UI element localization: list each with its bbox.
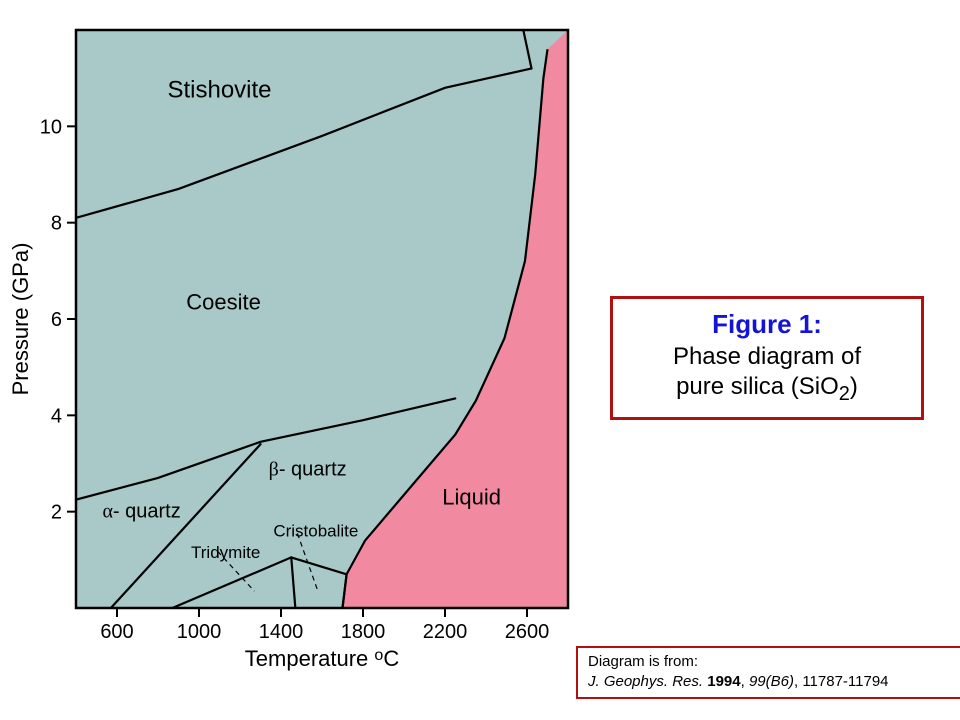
source-citation: J. Geophys. Res. 1994, 99(B6), 11787-117… [588, 672, 952, 692]
svg-text:6: 6 [51, 309, 62, 331]
figure-subtitle: Phase diagram of pure silica (SiO2) [627, 342, 907, 407]
svg-text:10: 10 [40, 116, 62, 138]
svg-text:Cristobalite: Cristobalite [273, 522, 358, 541]
svg-text:2200: 2200 [423, 621, 468, 643]
svg-text:1800: 1800 [341, 621, 386, 643]
svg-text:2600: 2600 [505, 621, 550, 643]
svg-text:8: 8 [51, 213, 62, 235]
source-box: Diagram is from: J. Geophys. Res. 1994, … [576, 646, 960, 699]
svg-text:600: 600 [100, 621, 133, 643]
figure-title: Figure 1: [627, 309, 907, 340]
svg-text:Pressure (GPa): Pressure (GPa) [8, 243, 33, 396]
svg-text:Tridymite: Tridymite [191, 543, 260, 562]
svg-text:1000: 1000 [177, 621, 222, 643]
svg-text:α- quartz: α- quartz [102, 500, 180, 522]
svg-text:2: 2 [51, 502, 62, 524]
figure-caption-box: Figure 1: Phase diagram of pure silica (… [610, 296, 924, 420]
label-stishovite: Stishovite [167, 76, 271, 103]
svg-text:β- quartz: β- quartz [269, 459, 347, 481]
label-liquid: Liquid [442, 484, 501, 509]
svg-text:4: 4 [51, 405, 62, 427]
label-coesite: Coesite [186, 289, 261, 314]
svg-text:1400: 1400 [259, 621, 304, 643]
svg-text:Temperature oC: Temperature oC [245, 646, 400, 671]
source-label: Diagram is from: [588, 652, 952, 672]
